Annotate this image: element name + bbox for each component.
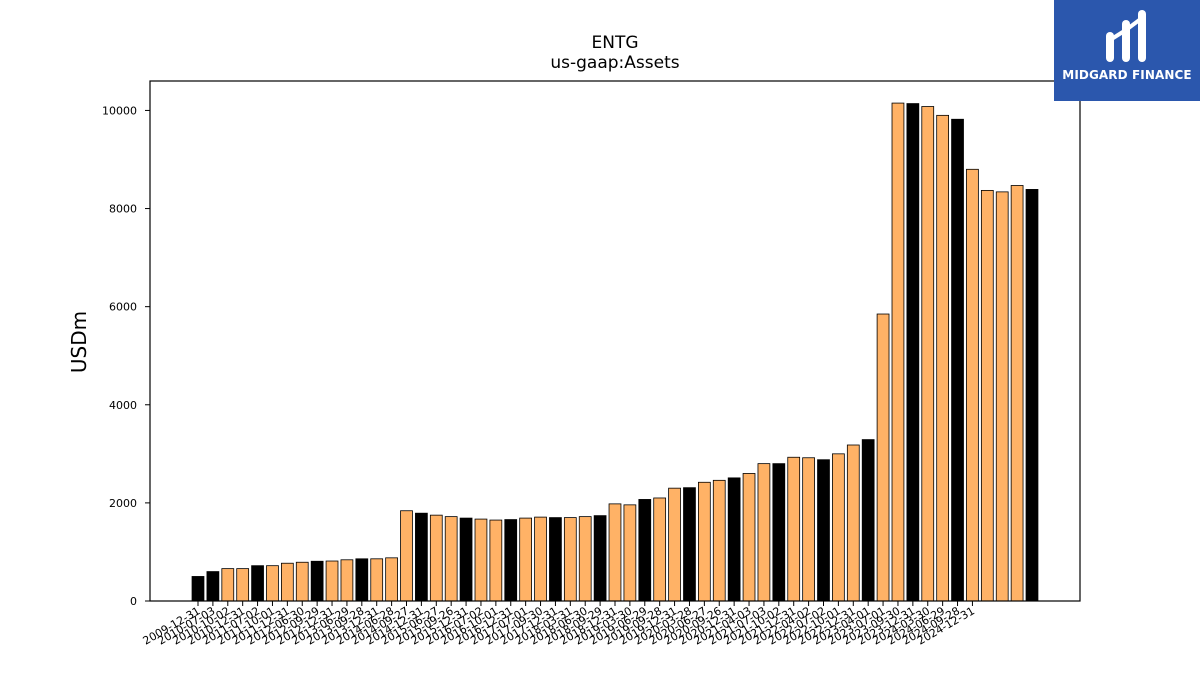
bar-2023-07-01: [876, 313, 890, 602]
bar-2024-09-28: [951, 118, 964, 602]
plot-frame: [149, 80, 1081, 602]
bar-2012-06-30: [295, 561, 309, 602]
bar-2019-09-28: [653, 497, 667, 602]
bar-2023-09-30: [891, 102, 905, 602]
bar-2015-09-26: [444, 516, 458, 602]
bar-2023-12-31: [906, 103, 920, 602]
bar-undefined: [995, 191, 1009, 602]
bar-2015-06-27: [429, 514, 443, 602]
bar-2019-06-29: [638, 499, 652, 602]
y-axis-label: USDm: [67, 311, 91, 373]
bar-2009-12-31: [191, 576, 205, 602]
bar-2021-12-31: [787, 456, 801, 602]
bar-2020-12-31: [727, 477, 741, 602]
bar-2020-06-27: [698, 481, 711, 602]
bar-2021-10-02: [772, 463, 786, 602]
x-axis: 2009-12-312010-07-032010-10-022010-12-31…: [141, 601, 977, 648]
y-tick-label: 8000: [109, 203, 137, 216]
bar-2014-06-28: [385, 557, 398, 602]
bar-2018-03-31: [563, 517, 577, 602]
y-axis: 0 2000 4000 6000 8000 10000: [102, 104, 150, 608]
bar-2016-07-02: [474, 518, 488, 602]
bar-2012-12-31: [325, 560, 339, 602]
bar-undefined: [980, 189, 994, 602]
bar-2022-12-31: [846, 444, 860, 602]
bar-2010-10-02: [221, 568, 235, 602]
bar-2022-04-02: [802, 457, 815, 602]
bar-2024-06-29: [936, 114, 950, 602]
bar-2016-10-01: [489, 519, 503, 602]
bar-2018-09-29: [593, 515, 607, 602]
bar-2019-12-31: [668, 487, 681, 602]
bar-2024-03-30: [921, 106, 935, 602]
bar-2018-12-31: [608, 503, 622, 602]
bar-2022-10-01: [832, 453, 845, 602]
bar-undefined: [1025, 189, 1039, 602]
chart-subtitle: us-gaap:Assets: [550, 53, 679, 73]
bar-2010-12-31: [236, 568, 250, 602]
bar-2013-09-28: [355, 558, 369, 602]
bar-2012-09-29: [310, 560, 324, 602]
bar-2017-07-01: [519, 517, 533, 602]
y-tick-label: 0: [130, 595, 137, 608]
bar-2024-12-31: [966, 168, 979, 602]
bar-2022-07-02: [817, 459, 830, 602]
bar-2014-09-27: [400, 510, 413, 602]
bar-2014-12-31: [415, 512, 428, 602]
bar-2011-10-01: [266, 565, 279, 602]
bar-2013-06-29: [340, 559, 354, 602]
chart-title: ENTG: [591, 33, 638, 53]
bar-2021-07-03: [757, 463, 771, 602]
y-tick-label: 6000: [109, 301, 137, 314]
bar-2015-12-31: [459, 517, 473, 602]
logo-text: MIDGARD FINANCE: [1062, 68, 1192, 82]
bar-2016-12-31: [504, 519, 518, 602]
y-tick-label: 2000: [109, 497, 137, 510]
y-tick-label: 10000: [102, 104, 137, 117]
bar-2021-04-03: [742, 473, 756, 602]
bar-undefined: [1010, 185, 1024, 602]
bar-2020-03-28: [683, 487, 696, 602]
bar-2018-06-30: [578, 516, 592, 602]
bar-2020-09-26: [712, 479, 726, 602]
bars-group: [191, 102, 1039, 602]
y-tick-label: 4000: [109, 399, 137, 412]
bar-2023-04-01: [861, 439, 875, 602]
bar-2011-07-02: [251, 565, 264, 602]
brand-logo: MIDGARD FINANCE: [1054, 0, 1200, 101]
bar-2017-12-31: [549, 517, 562, 602]
bar-2010-07-03: [206, 571, 220, 602]
bar-2017-09-30: [534, 516, 547, 602]
midgard-logo-icon: [1106, 10, 1146, 62]
bar-2011-12-31: [280, 562, 294, 602]
bar-2019-03-30: [623, 504, 637, 602]
bar-2013-12-31: [370, 558, 384, 602]
